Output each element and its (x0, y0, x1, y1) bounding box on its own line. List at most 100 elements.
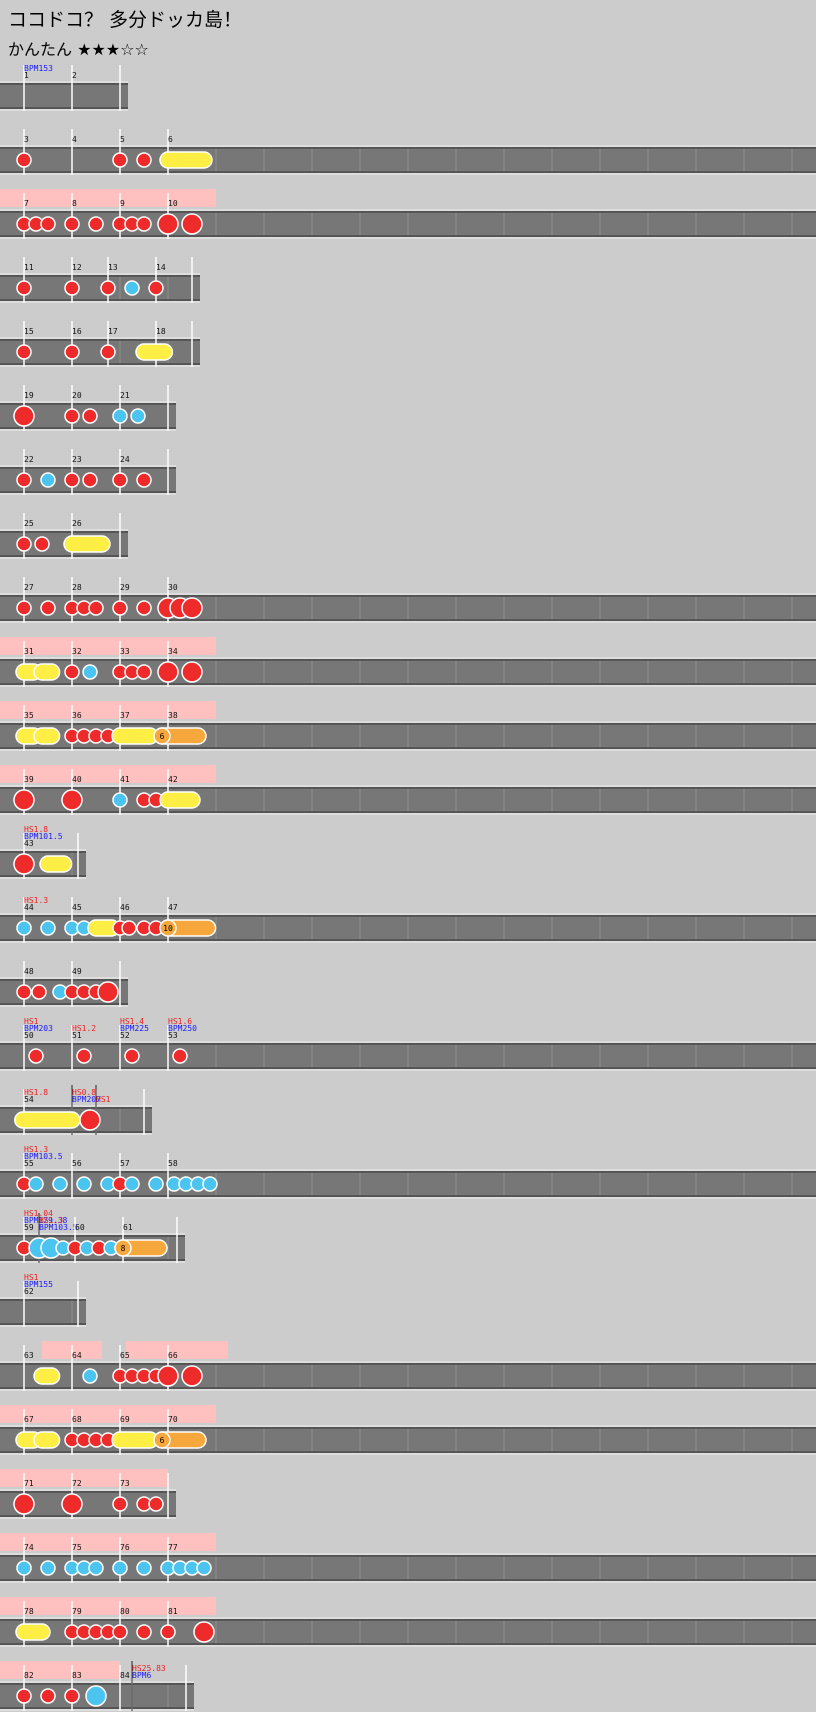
bpm-label: BPM155 (24, 1280, 53, 1289)
don-note (82, 472, 98, 488)
measure-number: 46 (120, 903, 130, 912)
measure-number: 17 (108, 327, 118, 336)
don-note (64, 1688, 80, 1704)
difficulty-label: かんたん (8, 40, 73, 59)
don-note (136, 664, 152, 680)
measure-number: 58 (168, 1159, 178, 1168)
ka-note (112, 1560, 128, 1576)
drumroll-note (159, 791, 201, 809)
don-note (112, 472, 128, 488)
ka-note (16, 1560, 32, 1576)
don-note (16, 152, 32, 168)
don-note (64, 344, 80, 360)
measure-number: 72 (72, 1479, 82, 1488)
don-note (136, 1624, 152, 1640)
measure-number: 18 (156, 327, 166, 336)
big-don-note (97, 981, 119, 1003)
big-don-note (13, 405, 35, 427)
measure-number: 61 (123, 1223, 133, 1232)
don-note (121, 920, 137, 936)
measure-number: 80 (120, 1607, 130, 1616)
bpm-label: BPM103.5 (24, 1152, 63, 1161)
don-note (136, 152, 152, 168)
measure-number: 74 (24, 1543, 34, 1552)
measure-number: 47 (168, 903, 178, 912)
measure-number: 24 (120, 455, 130, 464)
measure-number: 2 (72, 71, 77, 80)
measure-number: 71 (24, 1479, 34, 1488)
big-ka-note (85, 1685, 107, 1707)
drumroll-note (33, 1367, 61, 1385)
gogo-band (0, 1469, 168, 1487)
hs-label: HS1.6 (168, 1017, 192, 1026)
measure-number: 84 (120, 1671, 130, 1680)
measure-number: 43 (24, 839, 34, 848)
measure-number: 52 (120, 1031, 130, 1040)
measure-number: 10 (168, 199, 178, 208)
don-note (40, 1688, 56, 1704)
balloon-head (153, 727, 171, 745)
don-note (148, 1496, 164, 1512)
measure-number: 69 (120, 1415, 130, 1424)
measure-number: 57 (120, 1159, 130, 1168)
don-note (16, 600, 32, 616)
don-note (64, 216, 80, 232)
measure-number: 42 (168, 775, 178, 784)
don-note (136, 472, 152, 488)
balloon-count: 6 (160, 1436, 165, 1445)
measure-number: 75 (72, 1543, 82, 1552)
measure-number: 12 (72, 263, 82, 272)
measure-number: 31 (24, 647, 34, 656)
measure-number: 20 (72, 391, 82, 400)
measure-number: 79 (72, 1607, 82, 1616)
hs-label: HS1.3 (24, 896, 48, 905)
don-note (16, 344, 32, 360)
ka-note (82, 1368, 98, 1384)
drumroll-note (39, 855, 73, 873)
measure-number: 50 (24, 1031, 34, 1040)
measure-number: 56 (72, 1159, 82, 1168)
star-rating: ★★★☆☆ (77, 40, 149, 59)
measure-number: 51 (72, 1031, 82, 1040)
don-note (16, 984, 32, 1000)
don-note (16, 472, 32, 488)
bpm-label: BPM250 (168, 1024, 197, 1033)
measure-number: 48 (24, 967, 34, 976)
measure-number: 41 (120, 775, 130, 784)
measure-number: 9 (120, 199, 125, 208)
measure-number: 40 (72, 775, 82, 784)
measure-number: 34 (168, 647, 178, 656)
measure-number: 23 (72, 455, 82, 464)
measure-number: 62 (24, 1287, 34, 1296)
bpm-label: BPM225 (120, 1024, 149, 1033)
drumroll-note (111, 1431, 159, 1449)
gogo-band (0, 701, 216, 719)
don-note (64, 664, 80, 680)
drumroll-note (33, 663, 61, 681)
don-note (64, 408, 80, 424)
big-don-note (181, 661, 203, 683)
gogo-band (0, 1597, 216, 1615)
ka-note (136, 1560, 152, 1576)
big-don-note (181, 213, 203, 235)
bpm-label: BPM103.5 (39, 1223, 78, 1232)
don-note (148, 280, 164, 296)
hs-label: HS1 (96, 1095, 111, 1104)
gogo-band (0, 1533, 216, 1551)
measure-number: 78 (24, 1607, 34, 1616)
ka-note (40, 1560, 56, 1576)
measure-number: 14 (156, 263, 166, 272)
measure-number: 76 (120, 1543, 130, 1552)
measure-number: 36 (72, 711, 82, 720)
ka-note (28, 1176, 44, 1192)
measure-number: 19 (24, 391, 34, 400)
hs-label: HS0.8 (72, 1088, 96, 1097)
measure-number: 27 (24, 583, 34, 592)
measure-number: 66 (168, 1351, 178, 1360)
balloon-head (153, 1431, 171, 1449)
measure-number: 49 (72, 967, 82, 976)
measure-number: 13 (108, 263, 118, 272)
gogo-band (0, 765, 216, 783)
measure-number: 60 (75, 1223, 85, 1232)
